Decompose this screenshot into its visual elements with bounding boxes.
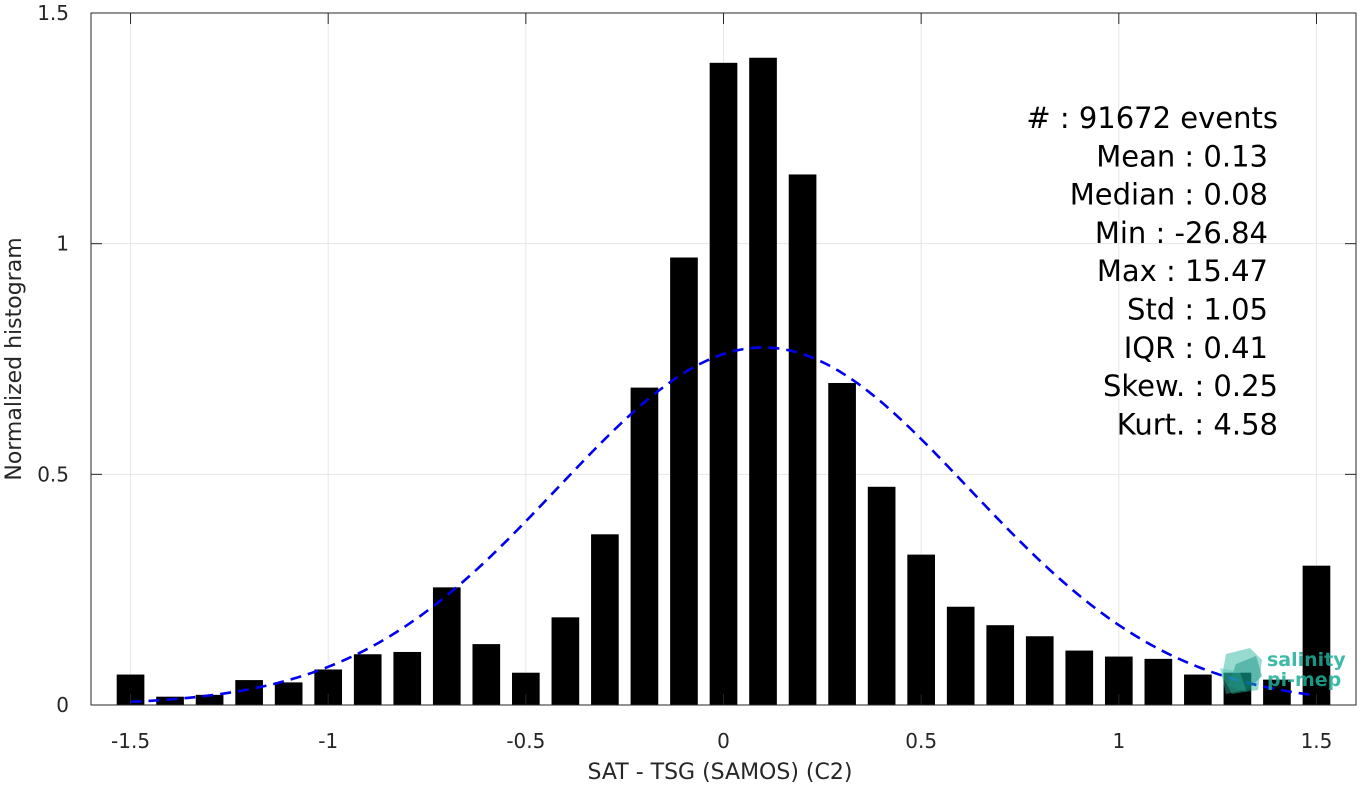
y-tick-label-1: 0.5 bbox=[37, 462, 69, 486]
histogram-bar-20 bbox=[907, 554, 935, 705]
histogram-bar-18 bbox=[828, 382, 856, 705]
x-tick-label-2: -0.5 bbox=[506, 729, 545, 753]
stat-line-3: Min : -26.84 bbox=[1095, 216, 1268, 250]
histogram-bar-8 bbox=[432, 587, 461, 705]
histogram-bar-23 bbox=[1025, 636, 1054, 705]
histogram-bar-12 bbox=[591, 534, 619, 705]
histogram-bar-4 bbox=[274, 682, 303, 705]
stat-line-4: Max : 15.47 bbox=[1097, 254, 1268, 288]
y-tick-label-3: 1.5 bbox=[37, 1, 69, 25]
histogram-bar-17 bbox=[788, 174, 817, 705]
y-tick-label-0: 0 bbox=[56, 693, 69, 717]
stat-line-7: Skew. : 0.25 bbox=[1103, 369, 1278, 403]
x-tick-label-3: 0 bbox=[717, 729, 730, 753]
stat-line-1: Mean : 0.13 bbox=[1096, 139, 1268, 173]
salinity-pimep-logo: salinity pi-mep bbox=[1220, 648, 1346, 694]
stat-line-8: Kurt. : 4.58 bbox=[1117, 407, 1278, 441]
y-axis-title: Normalized histogram bbox=[2, 237, 27, 480]
histogram-bar-27 bbox=[1184, 674, 1212, 705]
histogram-bar-11 bbox=[551, 617, 580, 705]
y-tick-labels: 0 0.5 1 1.5 bbox=[37, 1, 69, 717]
histogram-bar-21 bbox=[946, 606, 975, 705]
histogram-bar-13 bbox=[630, 387, 659, 705]
histogram-bar-19 bbox=[867, 486, 896, 705]
histogram-bar-7 bbox=[393, 651, 422, 705]
histogram-bar-30 bbox=[1302, 565, 1331, 705]
histogram-bars bbox=[116, 57, 1331, 706]
histogram-bar-2 bbox=[195, 694, 224, 705]
stat-line-0: # : 91672 events bbox=[1026, 101, 1278, 135]
histogram-bar-1 bbox=[156, 696, 184, 705]
logo-text-pimep: pi-mep bbox=[1267, 669, 1341, 691]
x-tick-label-6: 1.5 bbox=[1301, 729, 1333, 753]
stat-line-5: Std : 1.05 bbox=[1127, 293, 1268, 327]
y-tick-label-2: 1 bbox=[56, 232, 69, 256]
statistics-box: # : 91672 events Mean : 0.13 Median : 0.08… bbox=[1026, 101, 1278, 441]
logo-mark-icon bbox=[1220, 648, 1262, 694]
x-tick-label-4: 0.5 bbox=[905, 729, 937, 753]
gaussian-fit-curve bbox=[130, 346, 1317, 704]
stat-line-6: IQR : 0.41 bbox=[1124, 331, 1268, 365]
x-tick-label-1: -1 bbox=[318, 729, 338, 753]
x-tick-label-0: -1.5 bbox=[111, 729, 150, 753]
histogram-bar-9 bbox=[472, 644, 501, 705]
histogram-bar-6 bbox=[353, 654, 382, 705]
histogram-bar-16 bbox=[749, 57, 777, 706]
x-axis-title: SAT - TSG (SAMOS) (C2) bbox=[588, 760, 853, 785]
axis-ticks bbox=[91, 12, 1356, 706]
x-tick-label-5: 1 bbox=[1112, 729, 1125, 753]
logo-text-salinity: salinity bbox=[1267, 649, 1346, 671]
histogram-bar-14 bbox=[670, 257, 698, 705]
x-tick-labels: -1.5 -1 -0.5 0 0.5 1 1.5 bbox=[111, 729, 1332, 753]
histogram-bar-3 bbox=[235, 680, 263, 705]
histogram-bar-29 bbox=[1263, 679, 1291, 705]
stat-line-2: Median : 0.08 bbox=[1070, 178, 1268, 212]
histogram-bar-26 bbox=[1144, 658, 1173, 705]
histogram-bar-15 bbox=[709, 62, 738, 706]
histogram-bar-24 bbox=[1065, 650, 1094, 705]
histogram-bar-22 bbox=[986, 625, 1015, 705]
